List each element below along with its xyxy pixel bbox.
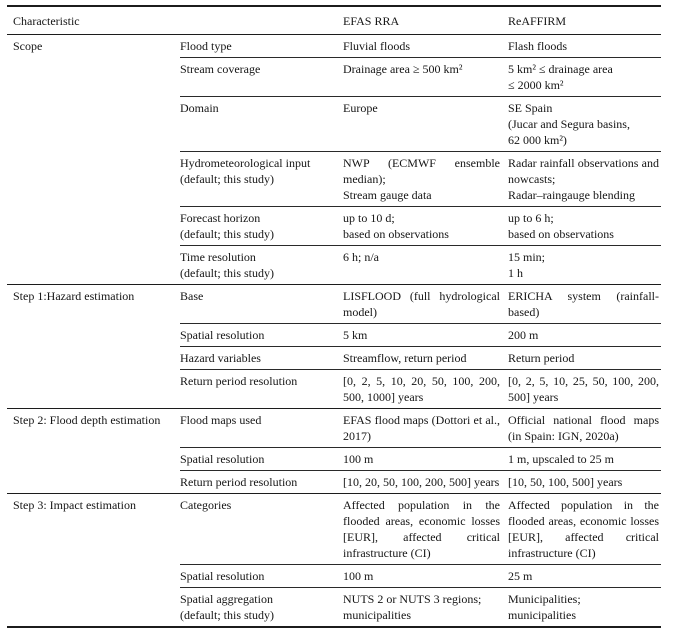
cell-efas-value: 6 h; n/a (343, 245, 508, 285)
cell-reaffirm-value: [0, 2, 5, 10, 25, 50, 100, 200, 500] yea… (508, 369, 661, 409)
cell-characteristic: Base (180, 284, 343, 324)
cell-characteristic: Return period resolution (180, 369, 343, 409)
cell-characteristic: Stream coverage (180, 57, 343, 97)
cell-characteristic: Forecast horizon (default; this study) (180, 206, 343, 246)
cell-efas-value: NWP (ECMWF ensemble median); Stream gaug… (343, 151, 508, 207)
cell-characteristic: Categories (180, 493, 343, 565)
cell-reaffirm-value: 25 m (508, 564, 661, 588)
cell-reaffirm-value: Flash floods (508, 34, 661, 58)
cell-efas-value: EFAS flood maps (Dottori et al., 2017) (343, 408, 508, 448)
cell-reaffirm-value: 5 km² ≤ drainage area ≤ 2000 km² (508, 57, 661, 97)
cell-characteristic: Flood type (180, 34, 343, 58)
cell-efas-value: [10, 20, 50, 100, 200, 500] years (343, 470, 508, 494)
cell-reaffirm-value: ERICHA system (rainfall-based) (508, 284, 661, 324)
cell-characteristic: Spatial resolution (180, 447, 343, 471)
table-row: Hydrometeorological input (default; this… (7, 151, 661, 207)
table-row: Domain Europe SE Spain (Jucar and Segura… (7, 96, 661, 152)
table-row: Hazard variables Streamflow, return peri… (7, 346, 661, 370)
group-step1-hazard-estimation: Step 1:Hazard estimation Base LISFLOOD (… (7, 284, 661, 409)
group-scope: Scope Flood type Fluvial floods Flash fl… (7, 34, 661, 285)
cell-characteristic: Spatial resolution (180, 323, 343, 347)
cell-reaffirm-value: up to 6 h; based on observations (508, 206, 661, 246)
table-row: Step 3: Impact estimation Categories Aff… (7, 493, 661, 627)
cell-efas-value: NUTS 2 or NUTS 3 regions; municipalities (343, 587, 508, 627)
cell-efas-value: Streamflow, return period (343, 346, 508, 370)
cell-reaffirm-value: Radar rainfall observations and nowcasts… (508, 151, 661, 207)
cell-characteristic: Hazard variables (180, 346, 343, 370)
cell-reaffirm-value: Return period (508, 346, 661, 370)
cell-efas-value: Europe (343, 96, 508, 152)
cell-reaffirm-value: 15 min; 1 h (508, 245, 661, 285)
cell-reaffirm-value: [10, 50, 100, 500] years (508, 470, 661, 494)
table-row: Forecast horizon (default; this study) u… (7, 206, 661, 246)
system-comparison-table: Characteristic EFAS RRA ReAFFIRM Scope F… (7, 5, 661, 628)
cell-characteristic: Spatial resolution (180, 564, 343, 588)
cell-characteristic: Time resolution (default; this study) (180, 245, 343, 285)
cell-characteristic: Domain (180, 96, 343, 152)
table-row: Return period resolution [10, 20, 50, 10… (7, 470, 661, 494)
table-row: Spatial resolution 100 m 1 m, upscaled t… (7, 447, 661, 471)
column-header-subcharacteristic (180, 6, 343, 35)
table-row: Step 2: Flood depth estimation Flood map… (7, 408, 661, 494)
cell-reaffirm-value: SE Spain (Jucar and Segura basins, 62 00… (508, 96, 661, 152)
group-label-step2: Step 2: Flood depth estimation (7, 408, 180, 494)
group-label-step3: Step 3: Impact estimation (7, 493, 180, 627)
cell-efas-value: [0, 2, 5, 10, 20, 50, 100, 200, 500, 100… (343, 369, 508, 409)
table-header: Characteristic EFAS RRA ReAFFIRM (7, 6, 661, 35)
cell-reaffirm-value: Official national flood maps (in Spain: … (508, 408, 661, 448)
table-row: Return period resolution [0, 2, 5, 10, 2… (7, 369, 661, 409)
cell-efas-value: Drainage area ≥ 500 km² (343, 57, 508, 97)
cell-efas-value: 100 m (343, 564, 508, 588)
column-header-efas-rra: EFAS RRA (343, 6, 508, 35)
table-row: Spatial resolution 100 m 25 m (7, 564, 661, 588)
group-label-scope: Scope (7, 34, 180, 285)
cell-characteristic: Flood maps used (180, 408, 343, 448)
table-row: Spatial resolution 5 km 200 m (7, 323, 661, 347)
table-row: Scope Flood type Fluvial floods Flash fl… (7, 34, 661, 285)
cell-reaffirm-value: Affected population in the flooded areas… (508, 493, 661, 565)
table-row: Step 1:Hazard estimation Base LISFLOOD (… (7, 284, 661, 409)
cell-efas-value: up to 10 d; based on observations (343, 206, 508, 246)
cell-characteristic: Return period resolution (180, 470, 343, 494)
table-row: Stream coverage Drainage area ≥ 500 km² … (7, 57, 661, 97)
column-header-reaffirm: ReAFFIRM (508, 6, 661, 35)
cell-reaffirm-value: 1 m, upscaled to 25 m (508, 447, 661, 471)
cell-reaffirm-value: 200 m (508, 323, 661, 347)
cell-efas-value: Affected population in the flooded areas… (343, 493, 508, 565)
group-step2-flood-depth-estimation: Step 2: Flood depth estimation Flood map… (7, 408, 661, 494)
column-header-characteristic: Characteristic (7, 6, 180, 35)
header-row: Characteristic EFAS RRA ReAFFIRM (7, 6, 661, 35)
cell-efas-value: 5 km (343, 323, 508, 347)
table-row: Time resolution (default; this study) 6 … (7, 245, 661, 285)
cell-reaffirm-value: Municipalities; municipalities (508, 587, 661, 627)
cell-characteristic: Spatial aggregation (default; this study… (180, 587, 343, 627)
cell-efas-value: Fluvial floods (343, 34, 508, 58)
cell-characteristic: Hydrometeorological input (default; this… (180, 151, 343, 207)
cell-efas-value: 100 m (343, 447, 508, 471)
group-step3-impact-estimation: Step 3: Impact estimation Categories Aff… (7, 493, 661, 627)
group-label-step1: Step 1:Hazard estimation (7, 284, 180, 409)
cell-efas-value: LISFLOOD (full hydrological model) (343, 284, 508, 324)
